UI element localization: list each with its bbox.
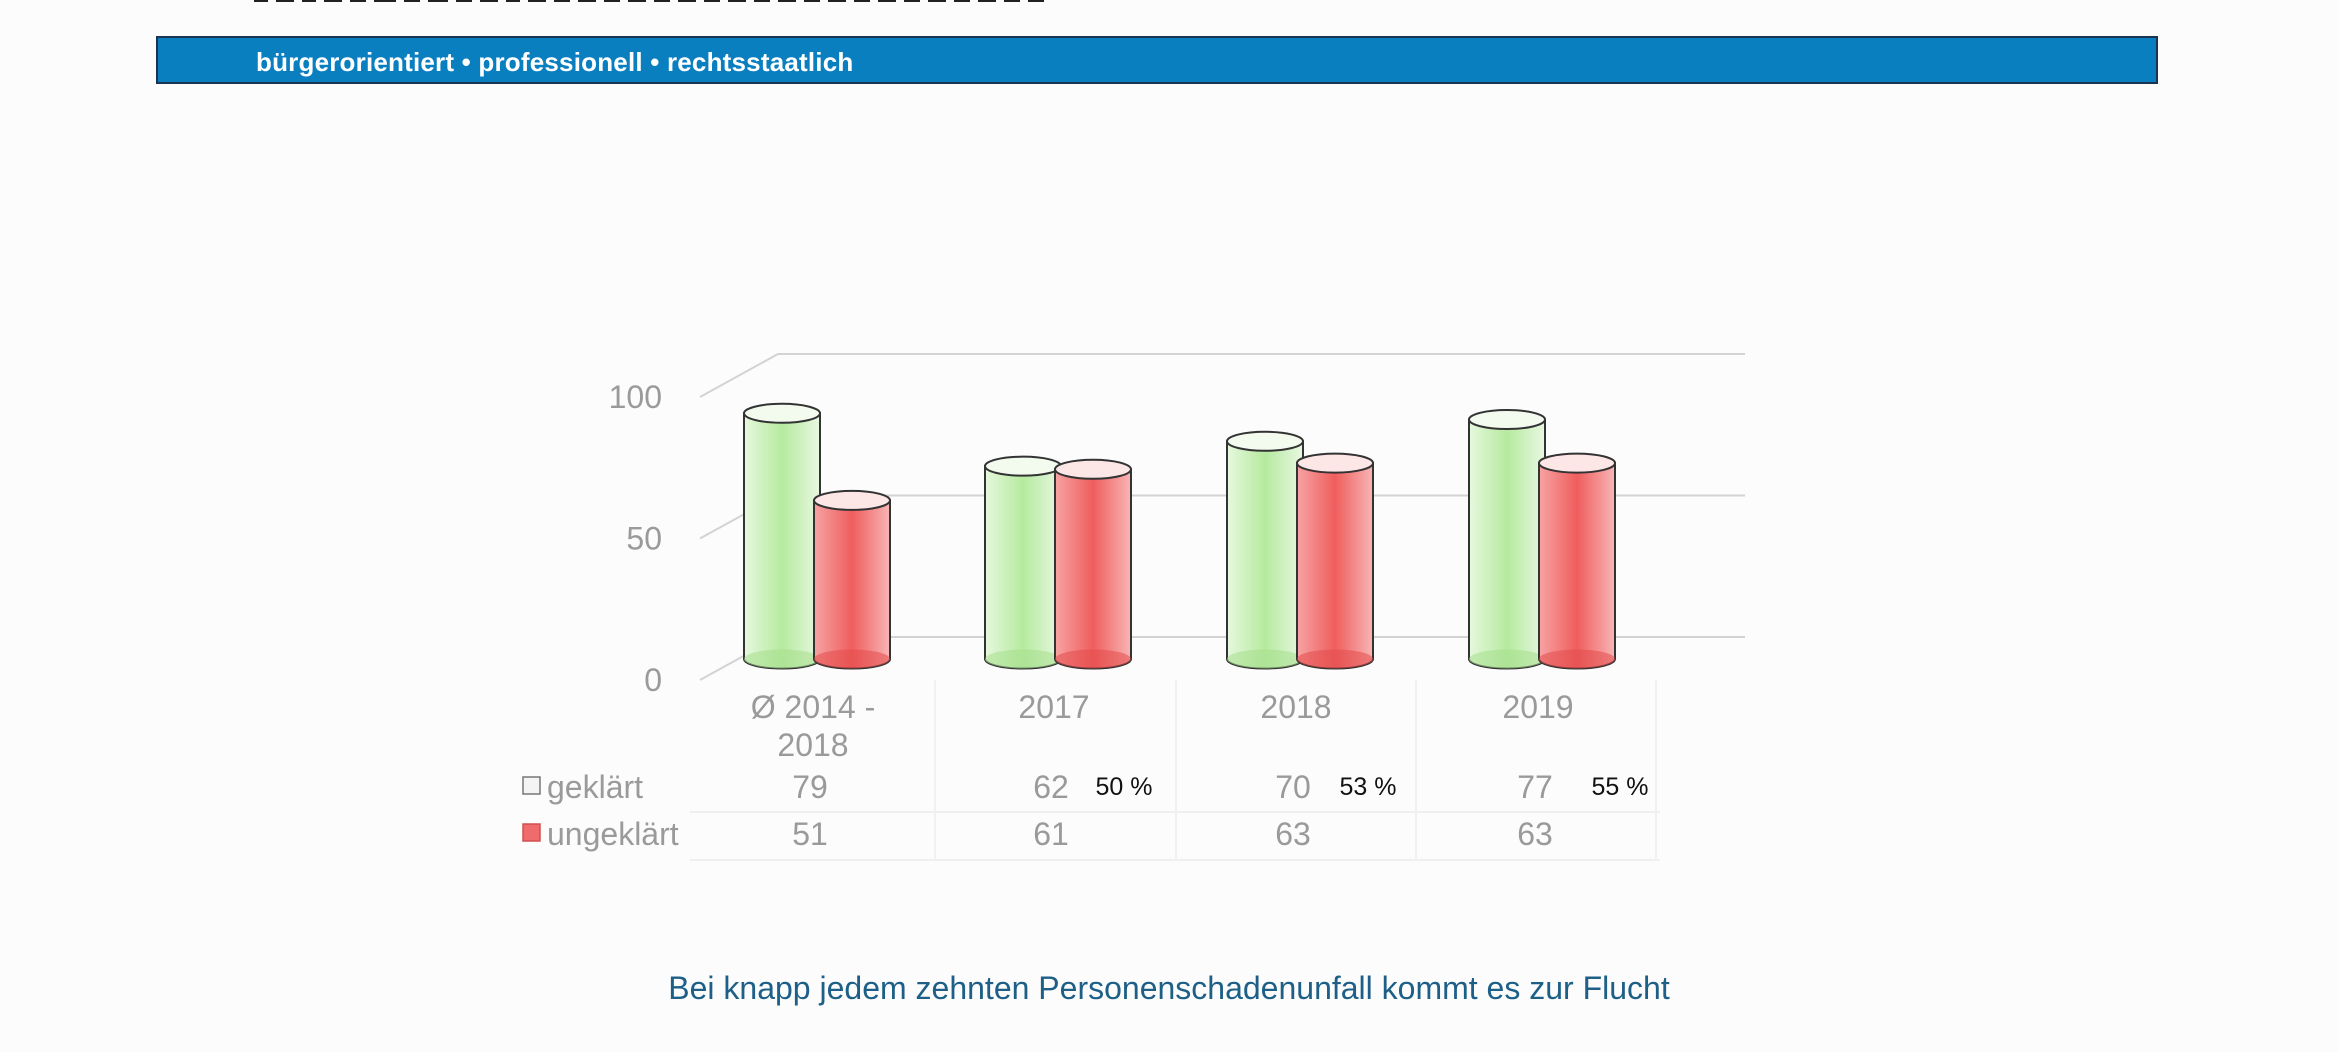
- title-fragment-glyphs: [254, 0, 1044, 2]
- y-tick-label: 50: [626, 521, 662, 557]
- table-cell: 51: [792, 816, 828, 852]
- annotation-percent: 50 %: [1096, 773, 1153, 801]
- x-tick-label: 2019: [1502, 689, 1573, 725]
- table-cell: 61: [1033, 816, 1069, 852]
- header-tagline: bürgerorientiert • professionell • recht…: [256, 47, 854, 77]
- annotation-percent: 53 %: [1340, 773, 1397, 801]
- y-tick-label: 0: [644, 662, 662, 698]
- table-cell: 77: [1517, 769, 1553, 805]
- legend-swatch-geklärt: [522, 776, 541, 795]
- page-title-cropped: [250, 0, 1050, 8]
- gridline-depth-100: [699, 353, 779, 398]
- y-axis: 0 50 100: [609, 379, 662, 698]
- bar-geklärt-2: [1226, 430, 1304, 670]
- bar-geklärt-1: [984, 455, 1062, 670]
- bar-ungeklärt-0: [813, 489, 891, 670]
- table-cell: 70: [1275, 769, 1311, 805]
- legend-label: ungeklärt: [547, 816, 679, 852]
- legend-swatch-ungeklärt: [522, 823, 541, 842]
- x-tick-label: 2018: [1260, 689, 1331, 725]
- bar-geklärt-3: [1468, 409, 1546, 670]
- bar-ungeklärt-1: [1054, 458, 1132, 670]
- legend-label: geklärt: [547, 769, 643, 805]
- bar-geklärt-0: [743, 402, 821, 670]
- y-tick-label: 100: [609, 379, 662, 415]
- data-table: geklärt 79 62 70 77 ungeklärt 51 61 63 63 50 % 53 %…: [522, 680, 1660, 861]
- annotation-percent: 55 %: [1592, 773, 1649, 801]
- bar-ungeklärt-2: [1296, 452, 1374, 670]
- table-cell: 62: [1033, 769, 1069, 805]
- x-tick-label: Ø 2014 -2018: [751, 689, 876, 763]
- bars: [743, 402, 1616, 670]
- table-cell: 63: [1517, 816, 1553, 852]
- bar-ungeklärt-3: [1538, 452, 1616, 670]
- table-cell: 79: [792, 769, 828, 805]
- table-cell: 63: [1275, 816, 1311, 852]
- category-labels: Ø 2014 -2018 2017 2018 2019: [751, 689, 1574, 763]
- x-tick-label: 2017: [1018, 689, 1089, 725]
- header-bar: bürgerorientiert • professionell • recht…: [156, 36, 2158, 84]
- chart-caption: Bei knapp jedem zehnten Personenschadenu…: [668, 970, 1670, 1006]
